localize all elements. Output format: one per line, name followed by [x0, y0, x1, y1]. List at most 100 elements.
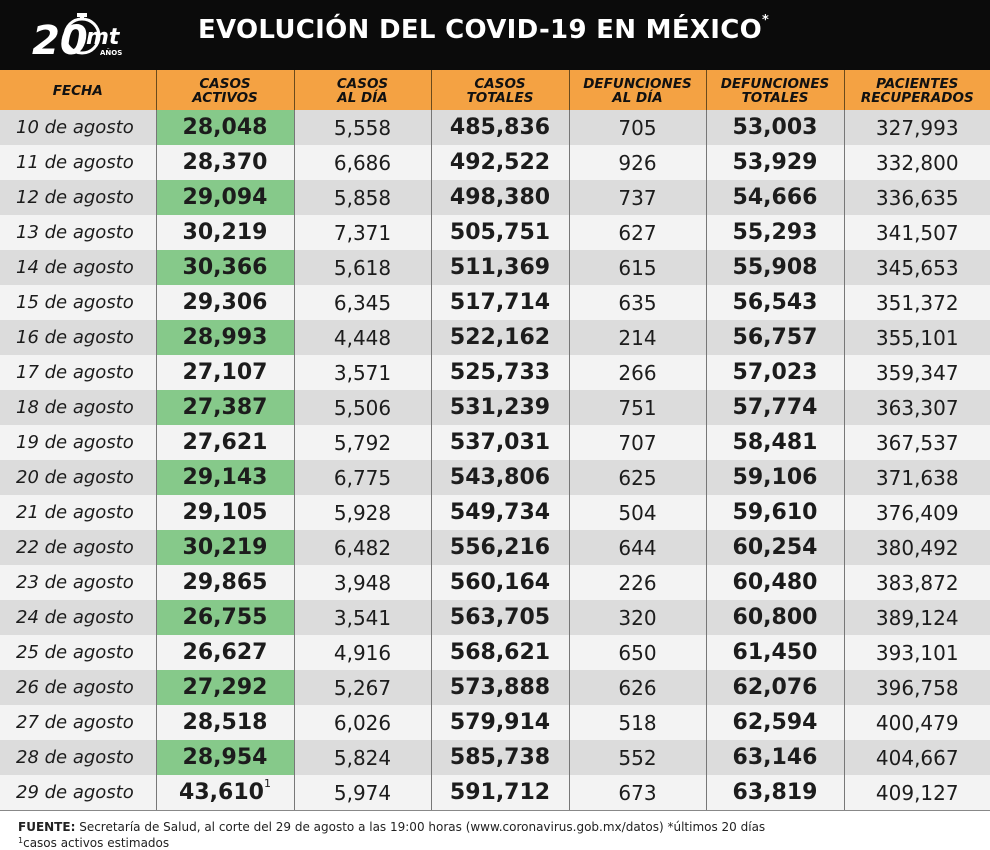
cell-value: 29,105 [182, 500, 268, 525]
cell-value: 336,635 [875, 185, 959, 210]
source-label: FUENTE: [18, 820, 76, 834]
cell-value: 214 [618, 325, 657, 350]
footer: FUENTE: Secretaría de Salud, al corte de… [0, 810, 990, 850]
table-row: 20 de agosto 29,143 6,775 543,806 625 59,106 3… [0, 460, 990, 495]
cell-value: 498,380 [449, 185, 551, 210]
cell-defunciones-totales: 63,146 [706, 740, 845, 775]
column-header-casos-al-dia: CASOS AL DÍA [294, 70, 432, 110]
cell-value: 27,621 [182, 430, 268, 455]
page-title-text: EVOLUCIÓN DEL COVID-19 EN MÉXICO [198, 15, 762, 45]
column-header-line: ACTIVOS [192, 90, 258, 106]
cell-value: 17 de agosto [16, 362, 134, 383]
cell-value: 29,865 [182, 570, 268, 595]
cell-value: 556,216 [449, 535, 551, 560]
cell-defunciones-totales: 62,076 [706, 670, 845, 705]
cell-value: 43,610 [179, 780, 264, 805]
cell-defunciones-al-dia: 644 [569, 530, 707, 565]
estimated-footnote-mark: 1 [263, 777, 271, 790]
cell-value: 59,106 [732, 465, 818, 490]
cell-value: 7,371 [333, 220, 392, 245]
cell-value: 57,023 [732, 360, 818, 385]
cell-value: 60,800 [732, 605, 818, 630]
cell-pacientes-recuperados: 341,507 [844, 215, 990, 250]
cell-casos-totales: 585,738 [431, 740, 570, 775]
cell-value: 20 de agosto [16, 467, 134, 488]
cell-value: 371,638 [875, 465, 959, 490]
table-row: 17 de agosto 27,107 3,571 525,733 266 57,023 3… [0, 355, 990, 390]
cell-value: 55,908 [732, 255, 818, 280]
cell-value: 24 de agosto [16, 607, 134, 628]
cell-casos-al-dia: 6,345 [294, 285, 432, 320]
cell-value: 30,219 [182, 220, 268, 245]
cell-value: 615 [618, 255, 657, 280]
cell-casos-activos: 28,954 [156, 740, 295, 775]
cell-casos-al-dia: 6,775 [294, 460, 432, 495]
cell-defunciones-totales: 56,543 [706, 285, 845, 320]
cell-value: 22 de agosto [16, 537, 134, 558]
cell-fecha: 10 de agosto [0, 110, 157, 145]
table-row: 14 de agosto 30,366 5,618 511,369 615 55,908 3… [0, 250, 990, 285]
cell-value: 409,127 [875, 780, 959, 805]
cell-defunciones-totales: 53,003 [706, 110, 845, 145]
source-text: Secretaría de Salud, al corte del 29 de … [79, 820, 766, 834]
cell-defunciones-totales: 62,594 [706, 705, 845, 740]
cell-casos-activos: 28,370 [156, 145, 295, 180]
cell-fecha: 23 de agosto [0, 565, 157, 600]
cell-value: 376,409 [875, 500, 959, 525]
cell-value: 380,492 [875, 535, 959, 560]
cell-value: 573,888 [449, 675, 551, 700]
cell-pacientes-recuperados: 389,124 [844, 600, 990, 635]
cell-value: 320 [618, 605, 657, 630]
table-row: 28 de agosto 28,954 5,824 585,738 552 63,146 4… [0, 740, 990, 775]
cell-value: 28,048 [182, 115, 268, 140]
cell-defunciones-totales: 56,757 [706, 320, 845, 355]
cell-value: 3,948 [333, 570, 392, 595]
cell-casos-activos: 29,306 [156, 285, 295, 320]
cell-value: 25 de agosto [16, 642, 134, 663]
column-header-line: DEFUNCIONES [720, 76, 830, 92]
column-header-line: CASOS [336, 76, 389, 92]
cell-defunciones-al-dia: 266 [569, 355, 707, 390]
cell-value: 29,143 [182, 465, 268, 490]
cell-value: 705 [618, 115, 657, 140]
cell-value: 30,219 [182, 535, 268, 560]
cell-value: 53,929 [732, 150, 818, 175]
cell-value: 563,705 [449, 605, 551, 630]
cell-value: 351,372 [875, 290, 959, 315]
cell-value: 737 [618, 185, 657, 210]
table-row: 18 de agosto 27,387 5,506 531,239 751 57,774 3… [0, 390, 990, 425]
cell-value: 6,345 [333, 290, 392, 315]
cell-value: 3,571 [333, 360, 392, 385]
cell-value: 5,506 [333, 395, 392, 420]
cell-defunciones-al-dia: 615 [569, 250, 707, 285]
cell-casos-activos: 30,366 [156, 250, 295, 285]
cell-casos-al-dia: 5,267 [294, 670, 432, 705]
cell-pacientes-recuperados: 404,667 [844, 740, 990, 775]
cell-pacientes-recuperados: 396,758 [844, 670, 990, 705]
cell-value: 11 de agosto [16, 152, 134, 173]
cell-defunciones-al-dia: 705 [569, 110, 707, 145]
table-row: 13 de agosto 30,219 7,371 505,751 627 55,293 3… [0, 215, 990, 250]
cell-defunciones-al-dia: 635 [569, 285, 707, 320]
cell-defunciones-al-dia: 226 [569, 565, 707, 600]
cell-value: 522,162 [449, 325, 551, 350]
footnote-mark: 1 [18, 836, 24, 845]
cell-defunciones-al-dia: 504 [569, 495, 707, 530]
cell-pacientes-recuperados: 351,372 [844, 285, 990, 320]
cell-value: 63,819 [732, 780, 818, 805]
cell-value: 393,101 [875, 640, 959, 665]
cell-pacientes-recuperados: 355,101 [844, 320, 990, 355]
cell-value: 517,714 [449, 290, 551, 315]
cell-value: 27,107 [182, 360, 268, 385]
cell-pacientes-recuperados: 336,635 [844, 180, 990, 215]
cell-fecha: 12 de agosto [0, 180, 157, 215]
cell-casos-activos: 26,627 [156, 635, 295, 670]
table-row: 15 de agosto 29,306 6,345 517,714 635 56,543 3… [0, 285, 990, 320]
cell-casos-al-dia: 4,448 [294, 320, 432, 355]
cell-defunciones-totales: 58,481 [706, 425, 845, 460]
table-row: 22 de agosto 30,219 6,482 556,216 644 60,254 3… [0, 530, 990, 565]
cell-value: 5,928 [333, 500, 392, 525]
cell-casos-totales: 517,714 [431, 285, 570, 320]
cell-pacientes-recuperados: 332,800 [844, 145, 990, 180]
cell-value: 53,003 [732, 115, 818, 140]
